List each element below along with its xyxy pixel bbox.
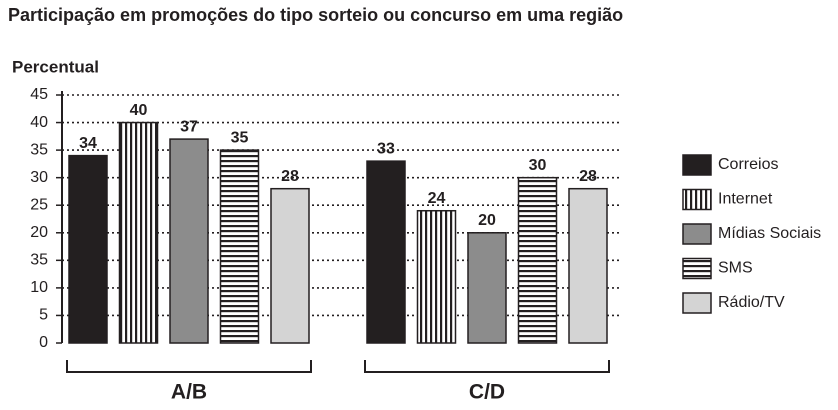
legend-label: Rádio/TV bbox=[718, 294, 785, 311]
bar bbox=[467, 232, 507, 344]
value-label: 37 bbox=[180, 118, 198, 135]
y-tick-label: 20 bbox=[30, 224, 48, 241]
legend-swatch bbox=[682, 188, 712, 211]
bar bbox=[68, 154, 108, 344]
legend-label: Mídias Sociais bbox=[718, 225, 821, 242]
y-tick-label: 35 bbox=[30, 141, 48, 158]
bar bbox=[169, 138, 209, 344]
group-bracket bbox=[66, 360, 312, 373]
value-label: 30 bbox=[529, 157, 547, 174]
value-label: 28 bbox=[281, 168, 299, 185]
group-bracket bbox=[364, 360, 610, 373]
y-tick-label: 35 bbox=[30, 252, 48, 269]
legend-swatch bbox=[682, 223, 712, 245]
value-label: 20 bbox=[478, 212, 496, 229]
y-tick-label: 45 bbox=[30, 86, 48, 103]
bar bbox=[517, 176, 558, 344]
y-tick-label: 40 bbox=[30, 114, 48, 131]
x-tick-label: A/B bbox=[171, 381, 207, 404]
bar bbox=[118, 121, 159, 344]
chart-title: Participação em promoções do tipo sortei… bbox=[8, 5, 623, 25]
value-label: 34 bbox=[79, 135, 97, 152]
x-tick-label: C/D bbox=[469, 381, 505, 404]
legend-swatch bbox=[682, 292, 712, 314]
legend-label: SMS bbox=[718, 260, 753, 277]
value-label: 35 bbox=[231, 129, 249, 146]
value-label: 28 bbox=[579, 168, 597, 185]
bar bbox=[366, 160, 406, 344]
legend-swatch bbox=[682, 154, 712, 176]
y-tick-label: 5 bbox=[39, 307, 48, 324]
value-label: 24 bbox=[428, 190, 446, 207]
y-tick-label: 25 bbox=[30, 196, 48, 213]
y-axis-label: Percentual bbox=[12, 57, 99, 76]
legend-swatch bbox=[682, 257, 712, 280]
value-label: 33 bbox=[377, 140, 395, 157]
legend-label: Internet bbox=[718, 191, 773, 208]
legend-label: Correios bbox=[718, 156, 778, 173]
y-tick-label: 30 bbox=[30, 169, 48, 186]
value-label: 40 bbox=[130, 102, 148, 119]
bar bbox=[568, 187, 608, 344]
bar bbox=[416, 209, 457, 344]
y-tick-label: 0 bbox=[39, 334, 48, 351]
bar bbox=[270, 187, 310, 344]
y-tick-label: 10 bbox=[30, 279, 48, 296]
bar bbox=[219, 149, 260, 344]
